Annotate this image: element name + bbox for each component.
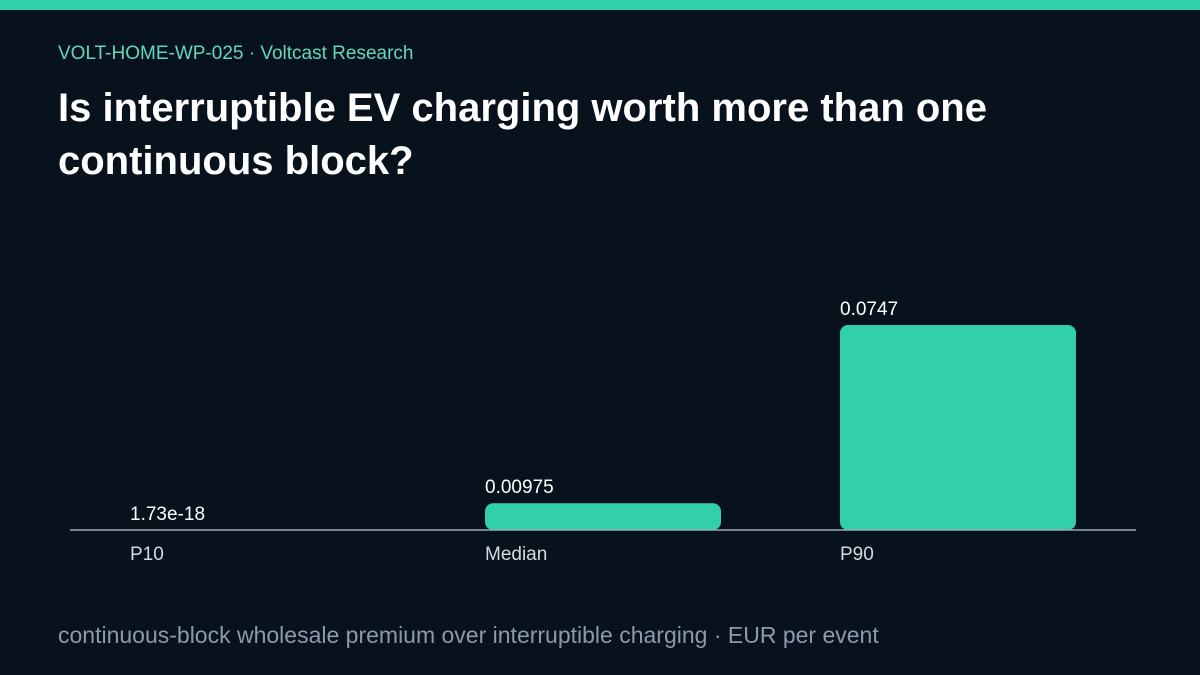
accent-band — [0, 0, 1200, 10]
value-label-median: 0.00975 — [485, 477, 554, 498]
report-kicker: VOLT-HOME-WP-025 · Voltcast Research — [58, 43, 414, 64]
page-title: Is interruptible EV charging worth more … — [58, 86, 987, 183]
bar-p90 — [840, 325, 1076, 530]
category-label-p90: P90 — [840, 544, 874, 565]
category-label-p10: P10 — [130, 544, 164, 565]
value-label-p90: 0.0747 — [840, 299, 898, 320]
chart-caption: continuous-block wholesale premium over … — [58, 622, 879, 648]
category-label-median: Median — [485, 544, 547, 565]
value-label-p10: 1.73e-18 — [130, 504, 205, 525]
bar-median — [485, 503, 721, 530]
